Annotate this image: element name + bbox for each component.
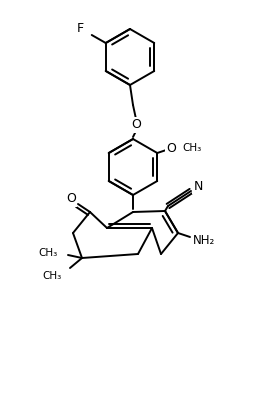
Text: O: O — [166, 141, 176, 154]
Text: CH₃: CH₃ — [182, 143, 201, 153]
Text: NH₂: NH₂ — [193, 234, 215, 247]
Text: CH₃: CH₃ — [43, 271, 62, 281]
Text: O: O — [131, 119, 141, 132]
Text: F: F — [77, 21, 84, 34]
Text: CH₃: CH₃ — [39, 248, 58, 258]
Text: N: N — [193, 179, 203, 192]
Text: O: O — [66, 192, 76, 205]
